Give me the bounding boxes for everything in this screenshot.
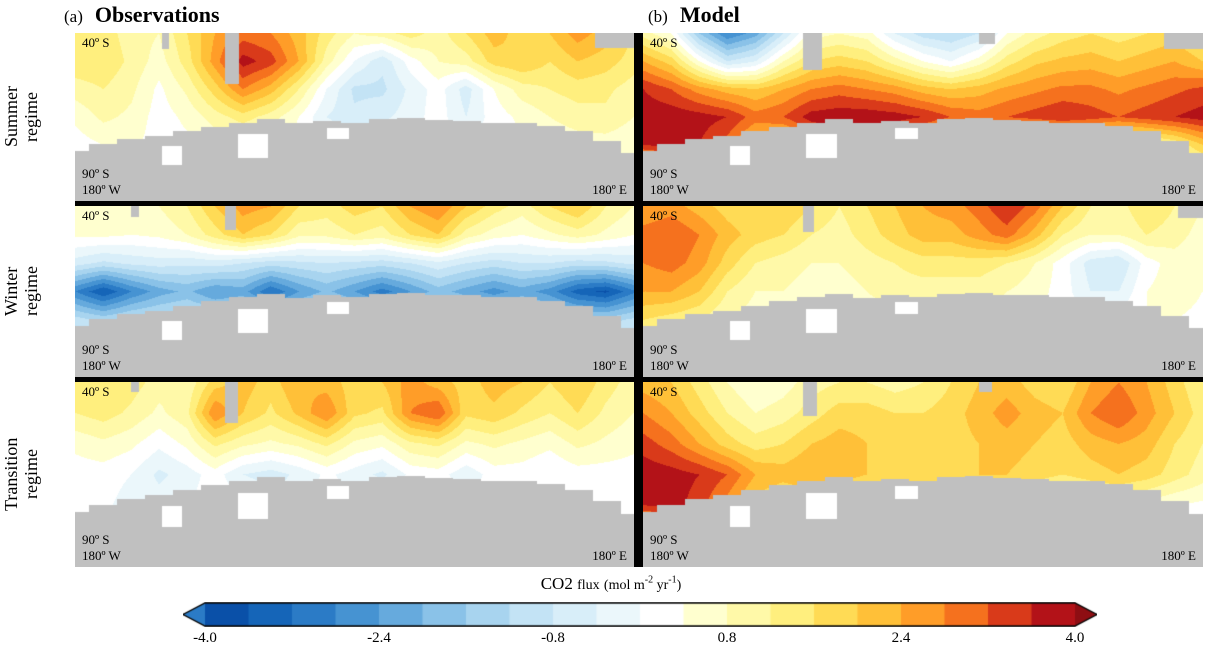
row-label-line: regime	[21, 266, 41, 317]
colorbar-unit-sup: -1	[668, 574, 677, 586]
panel-a-title: Observations	[94, 2, 220, 27]
lon-right-label: 180º E	[592, 182, 627, 197]
panel-observations-transition: 40º S 90º S 180º W 180º E	[75, 382, 634, 567]
row-label-transition-regime: Transition regime	[1, 382, 43, 567]
lat-bottom-label: 90º S	[82, 166, 110, 181]
lon-left-label: 180º W	[82, 358, 121, 373]
panel-model-winter: 40º S 90º S 180º W 180º E	[643, 206, 1203, 377]
panel-a-tag: (a)	[64, 7, 83, 26]
panel-b-title: Model	[679, 2, 740, 27]
row-label-line: regime	[21, 449, 41, 500]
row-label-line: Winter	[1, 266, 21, 317]
colorbar-tick: -4.0	[193, 630, 217, 646]
row-label-winter-regime: Winter regime	[1, 206, 43, 377]
colorbar-canvas	[183, 602, 1097, 627]
lat-top-label: 40º S	[82, 35, 110, 50]
column-divider	[634, 33, 643, 567]
lon-right-label: 180º E	[1161, 358, 1196, 373]
row-divider	[75, 201, 1203, 206]
colorbar-tick: 2.4	[891, 630, 911, 646]
panel-observations-winter: 40º S 90º S 180º W 180º E	[75, 206, 634, 377]
colorbar-tick: 4.0	[1065, 630, 1085, 646]
colorbar-title-co2: CO2	[540, 574, 573, 593]
row-label-line: regime	[21, 92, 41, 142]
lon-left-label: 180º W	[650, 182, 689, 197]
lat-bottom-label: 90º S	[82, 532, 110, 547]
contour-field-canvas	[643, 382, 1203, 567]
row-label-line: Summer	[1, 86, 21, 148]
lon-left-label: 180º W	[82, 182, 121, 197]
row-label-summer-regime: Summer regime	[1, 33, 43, 201]
column-b-header: (b) Model	[648, 2, 740, 28]
contour-field-canvas	[75, 382, 634, 567]
lat-top-label: 40º S	[650, 35, 678, 50]
lat-top-label: 40º S	[650, 384, 678, 399]
lat-bottom-label: 90º S	[650, 532, 678, 547]
contour-field-canvas	[75, 33, 634, 201]
lat-bottom-label: 90º S	[650, 166, 678, 181]
lon-left-label: 180º W	[650, 358, 689, 373]
colorbar-title: CO2 flux (mol m-2 yr-1)	[541, 574, 682, 594]
lat-top-label: 40º S	[82, 208, 110, 223]
lon-right-label: 180º E	[1161, 548, 1196, 563]
colorbar-unit-prefix: (mol m	[603, 578, 645, 593]
panel-b-tag: (b)	[648, 7, 668, 26]
contour-field-canvas	[643, 33, 1203, 201]
colorbar-tick: -0.8	[541, 630, 565, 646]
lon-right-label: 180º E	[1161, 182, 1196, 197]
lon-right-label: 180º E	[592, 358, 627, 373]
lat-bottom-label: 90º S	[650, 342, 678, 357]
lon-left-label: 180º W	[650, 548, 689, 563]
column-a-header: (a) Observations	[64, 2, 220, 28]
contour-field-canvas	[75, 206, 634, 377]
colorbar-tick: 0.8	[717, 630, 737, 646]
panel-observations-summer: 40º S 90º S 180º W 180º E	[75, 33, 634, 201]
row-label-line: Transition	[1, 437, 21, 512]
lat-top-label: 40º S	[82, 384, 110, 399]
colorbar-tick: -2.4	[367, 630, 391, 646]
colorbar-unit-mid: yr	[653, 578, 669, 593]
colorbar-title-flux: flux	[577, 578, 600, 593]
panel-model-summer: 40º S 90º S 180º W 180º E	[643, 33, 1203, 201]
colorbar-unit-suffix: )	[676, 578, 682, 593]
colorbar-unit-sup: -2	[644, 574, 654, 586]
panel-model-transition: 40º S 90º S 180º W 180º E	[643, 382, 1203, 567]
lat-top-label: 40º S	[650, 208, 678, 223]
lon-left-label: 180º W	[82, 548, 121, 563]
lat-bottom-label: 90º S	[82, 342, 110, 357]
contour-field-canvas	[643, 206, 1203, 377]
row-divider	[75, 377, 1203, 382]
lon-right-label: 180º E	[592, 548, 627, 563]
